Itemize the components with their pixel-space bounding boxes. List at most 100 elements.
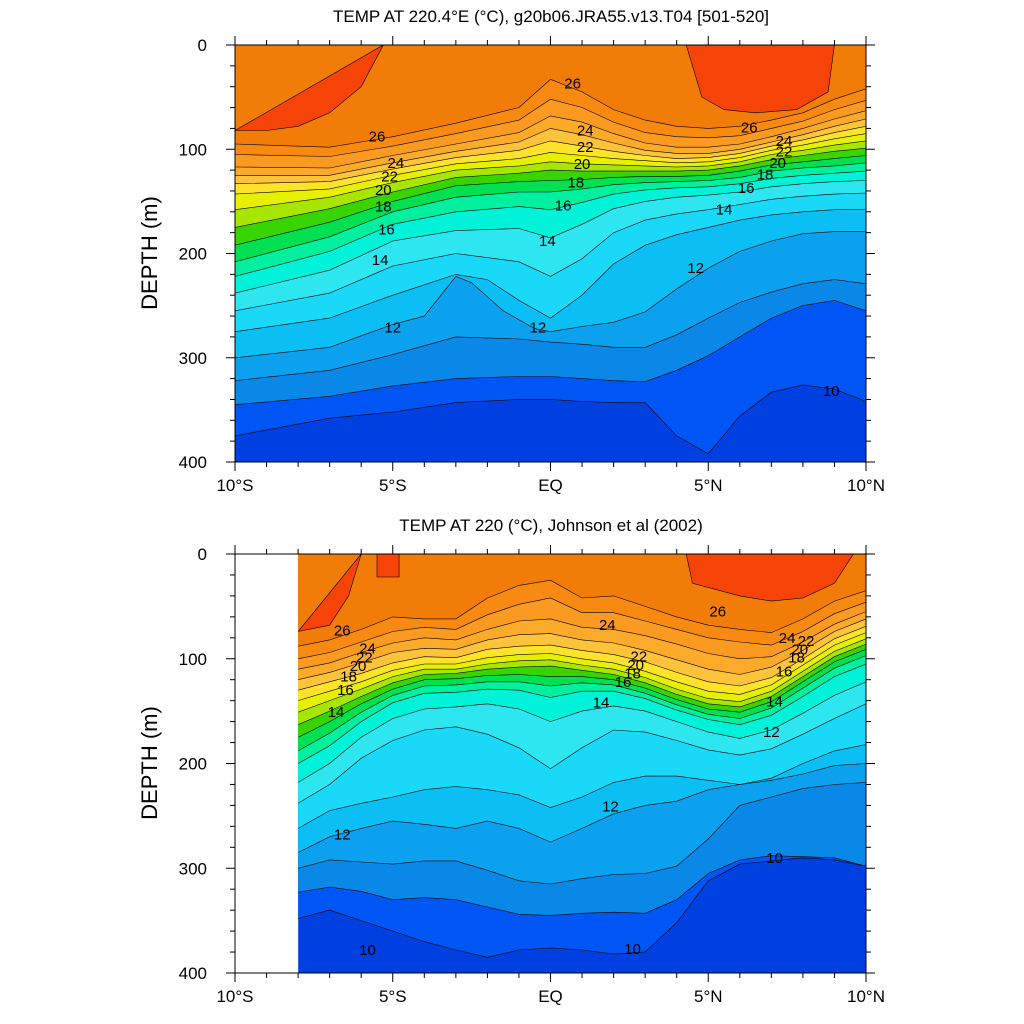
y-tick-label: 200	[179, 245, 207, 264]
contour-label-22: 22	[630, 649, 647, 666]
contour-label-18: 18	[567, 175, 584, 192]
contour-label-20: 20	[791, 641, 808, 658]
contour-label-22: 22	[577, 139, 594, 156]
isotherm-20	[235, 140, 866, 210]
chart-title: TEMP AT 220 (°C), Johnson et al (2002)	[399, 516, 703, 535]
contour-label-20: 20	[769, 155, 786, 172]
isotherm-9	[298, 857, 867, 958]
contour-label-22: 22	[798, 633, 815, 650]
contour-label-18: 18	[375, 199, 392, 216]
contour-label-26: 26	[564, 76, 581, 93]
contour-label-12: 12	[602, 798, 619, 815]
fill-patch-27	[376, 554, 400, 578]
contour-label-16: 16	[378, 222, 395, 239]
fill-patch-27	[298, 554, 362, 632]
contour-label-16: 16	[776, 663, 793, 680]
contour-label-12: 12	[530, 320, 547, 337]
contour-label-10: 10	[624, 941, 641, 958]
isotherm-20	[298, 638, 867, 713]
contour-label-10: 10	[823, 383, 840, 400]
y-tick-label: 400	[179, 453, 207, 472]
isotherm-12	[235, 231, 866, 359]
isotherm-22	[235, 126, 866, 184]
contour-label-22: 22	[356, 650, 373, 667]
fill-patch-27	[685, 554, 854, 602]
isotherm-14	[235, 192, 866, 312]
isotherm-21	[235, 133, 866, 195]
x-tick-label: 10°S	[216, 476, 253, 495]
contour-label-18: 18	[788, 650, 805, 667]
isotherm-16	[235, 170, 866, 277]
contour-lines	[298, 579, 867, 958]
contour-label-22: 22	[776, 143, 793, 160]
contour-label-10: 10	[766, 850, 783, 867]
isotherm-16	[298, 663, 867, 764]
contour-label-18: 18	[624, 665, 641, 682]
isotherm-26	[235, 79, 866, 148]
isotherm-25	[235, 98, 866, 157]
isotherm-22	[298, 626, 867, 691]
x-tick-label: 10°N	[847, 476, 885, 495]
contour-label-16: 16	[555, 198, 572, 215]
contour-panel-model: TEMP AT 220.4°E (°C), g20b06.JRA55.v13.T…	[137, 7, 885, 495]
contour-label-14: 14	[372, 252, 389, 269]
x-tick-label: 10°S	[216, 987, 253, 1006]
isotherm-18	[235, 155, 866, 246]
contour-label-16: 16	[738, 180, 755, 197]
contour-label-12: 12	[763, 724, 780, 741]
isotherm-18	[298, 649, 867, 738]
contour-label-20: 20	[627, 657, 644, 674]
contour-label-18: 18	[757, 166, 774, 183]
contour-label-18: 18	[340, 669, 357, 686]
x-tick-label: EQ	[538, 987, 563, 1006]
isotherm-11	[298, 782, 867, 885]
y-tick-label: 400	[179, 964, 207, 983]
isotherm-24	[235, 110, 866, 169]
contour-label-14: 14	[716, 202, 733, 219]
contour-label-20: 20	[350, 658, 367, 675]
contour-label-14: 14	[766, 694, 783, 711]
isotherm-11	[235, 279, 866, 381]
contour-label-20: 20	[375, 182, 392, 199]
isotherm-19	[298, 643, 867, 725]
y-tick-label: 0	[198, 36, 207, 55]
isotherm-14	[298, 703, 867, 804]
contour-label-24: 24	[776, 133, 793, 150]
contour-label-24: 24	[779, 630, 796, 647]
isotherm-19	[235, 147, 866, 228]
x-tick-label: 5°N	[694, 987, 723, 1006]
y-tick-label: 100	[179, 140, 207, 159]
fill-patch-27	[685, 45, 835, 114]
contour-label-16: 16	[337, 682, 354, 699]
y-axis-label: DEPTH (m)	[137, 706, 162, 820]
contour-label-26: 26	[369, 129, 386, 146]
contour-label-12: 12	[384, 320, 401, 337]
contour-label-20: 20	[574, 156, 591, 173]
isotherm-10	[298, 855, 867, 916]
isotherm-15	[298, 681, 867, 783]
isotherm-23	[235, 118, 866, 176]
isotherm-23	[298, 618, 867, 680]
contour-panel-observed: TEMP AT 220 (°C), Johnson et al (2002) D…	[137, 516, 885, 1006]
x-tick-label: 10°N	[847, 987, 885, 1006]
contour-label-26: 26	[334, 622, 351, 639]
chart-title: TEMP AT 220.4°E (°C), g20b06.JRA55.v13.T…	[333, 7, 769, 26]
isotherm-13	[235, 209, 866, 332]
isotherm-15	[235, 180, 866, 294]
y-axis-label: DEPTH (m)	[137, 196, 162, 310]
x-tick-label: 5°S	[379, 476, 407, 495]
isotherm-24	[298, 611, 867, 670]
isotherm-21	[298, 632, 867, 701]
contour-label-12: 12	[334, 827, 351, 844]
y-tick-label: 300	[179, 349, 207, 368]
contour-label-24: 24	[599, 617, 616, 634]
isotherm-12	[298, 763, 867, 853]
x-tick-label: 5°S	[379, 987, 407, 1006]
y-tick-label: 0	[198, 545, 207, 564]
contour-label-24: 24	[359, 640, 376, 657]
contour-fills	[298, 554, 867, 973]
contour-fills	[235, 45, 866, 462]
contour-label-22: 22	[381, 168, 398, 185]
